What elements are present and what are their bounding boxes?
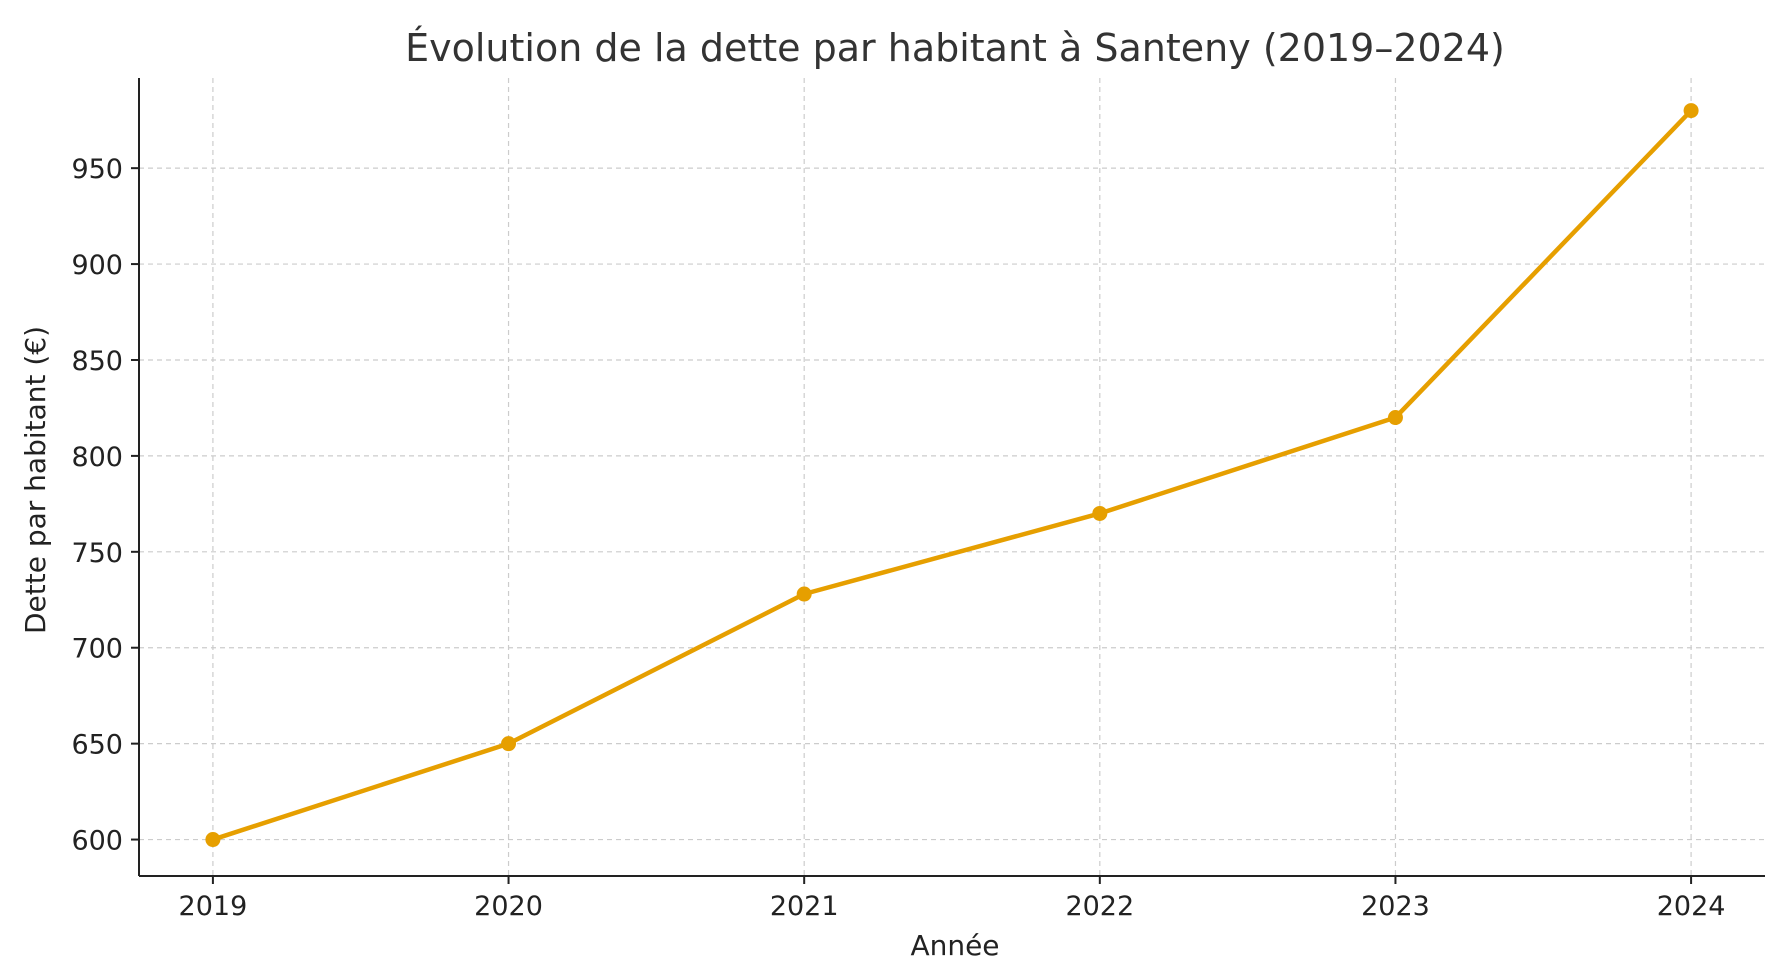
x-tick-label: 2022 (1065, 891, 1134, 922)
data-point (1092, 505, 1108, 521)
x-tick-label: 2019 (179, 891, 248, 922)
axes: 600 650 700 750 800 850 900 950 2019 2020 2021 2022… (71, 78, 1765, 922)
y-tick-label: 800 (71, 442, 123, 473)
grid-lines (139, 78, 1765, 876)
data-point (796, 586, 812, 602)
y-tick-label: 650 (71, 730, 123, 761)
x-axis-label: Année (910, 929, 999, 962)
x-tick-label: 2020 (474, 891, 543, 922)
series-layer (205, 103, 1699, 848)
data-point (205, 832, 221, 848)
y-tick-label: 600 (71, 826, 123, 857)
y-tick-label: 850 (71, 346, 123, 377)
data-point (1683, 103, 1699, 119)
y-tick-label: 950 (71, 154, 123, 185)
y-tick-label: 750 (71, 538, 123, 569)
y-tick-label: 700 (71, 634, 123, 665)
data-point (1387, 410, 1403, 426)
x-tick-label: 2023 (1361, 891, 1430, 922)
series-line (210, 108, 1694, 842)
x-tick-label: 2024 (1657, 891, 1726, 922)
y-axis-label: Dette par habitant (€) (19, 326, 52, 634)
chart-title: Évolution de la dette par habitant à San… (405, 26, 1505, 70)
data-point (501, 736, 517, 752)
y-tick-label: 900 (71, 250, 123, 281)
x-tick-label: 2021 (770, 891, 839, 922)
